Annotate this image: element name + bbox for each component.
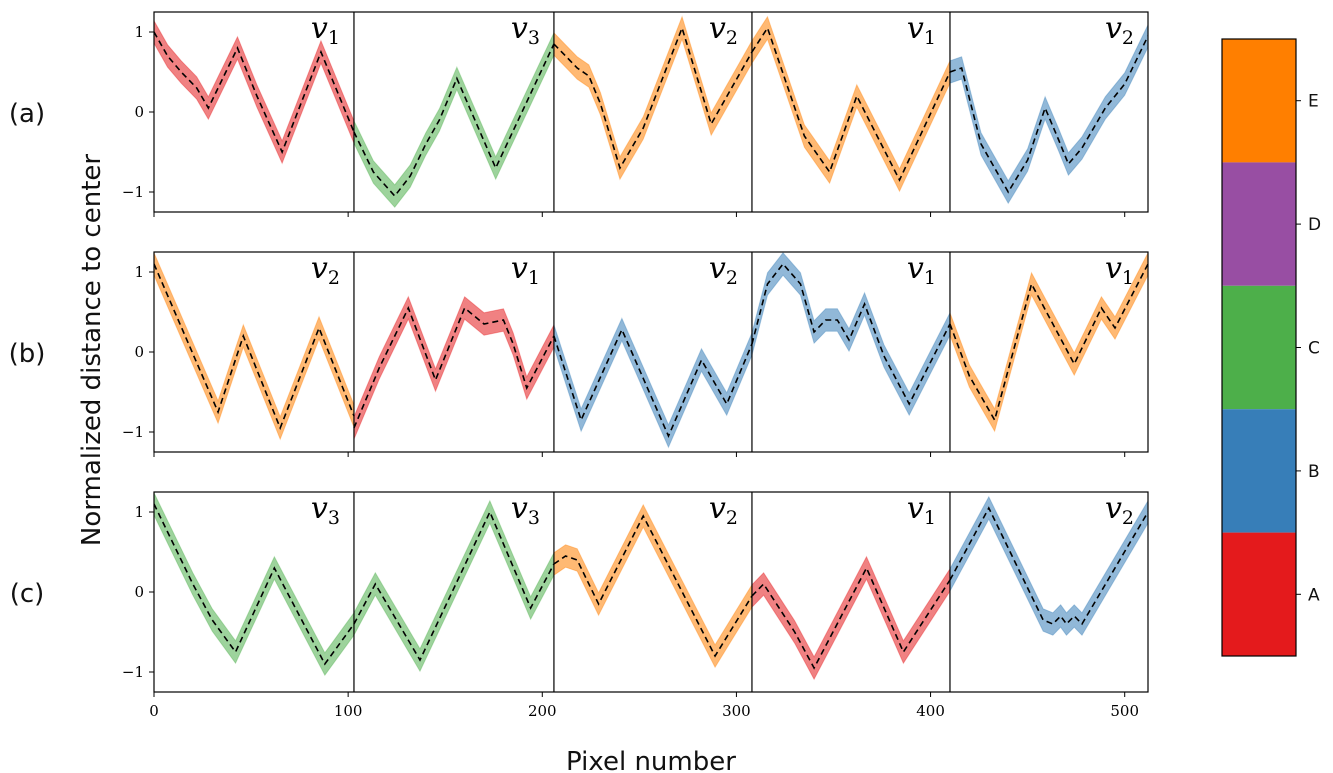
segment-label-2-1: v2 — [311, 251, 340, 289]
y-tick-label: −1 — [122, 423, 144, 441]
colorbar-swatch-A — [1222, 532, 1296, 656]
error-band-2-2 — [353, 295, 555, 440]
mean-line-3-3 — [553, 514, 753, 658]
error-band-1-2 — [353, 32, 555, 208]
error-band-3-2 — [353, 499, 555, 673]
x-tick-label: 300 — [722, 702, 751, 720]
panels: −1 0 1 (a) v1 v3 v2 v1 v2 −1 0 1 (b) v2 v1 v2 v1 v1 −1 0 1 0 1… — [9, 11, 1149, 720]
mean-line-2-3 — [553, 327, 753, 439]
mean-line-2-5 — [949, 263, 1148, 423]
y-tick-label: 0 — [134, 583, 144, 601]
error-band-3-3 — [553, 503, 753, 669]
segment-label-2-4: v1 — [907, 251, 936, 289]
mean-line-1-2 — [353, 43, 555, 198]
panel-label: (c) — [10, 579, 45, 609]
segment-label-1-4: v1 — [907, 11, 936, 49]
x-tick-label: 400 — [916, 702, 945, 720]
error-band-1-5 — [949, 24, 1148, 205]
segment-label-3-3: v2 — [709, 491, 738, 529]
mean-line-3-4 — [751, 566, 951, 670]
error-band-3-4 — [751, 555, 951, 681]
x-tick-label: 500 — [1110, 702, 1139, 720]
segment-label-1-1: v1 — [311, 11, 340, 49]
y-tick-label: −1 — [122, 663, 144, 681]
mean-line-2-1 — [154, 263, 355, 431]
colorbar-label-D: D — [1308, 215, 1321, 235]
segment-label-3-1: v3 — [311, 491, 340, 529]
y-tick-label: −1 — [122, 183, 144, 201]
y-tick-label: 1 — [134, 23, 144, 41]
x-axis-label: Pixel number — [566, 747, 736, 773]
panel-3: −1 0 1 0 100 200 300 400 500 (c) v3 v3 v2 v1 v2 — [10, 491, 1149, 720]
colorbar-swatch-E — [1222, 39, 1296, 163]
error-band-2-5 — [949, 252, 1148, 433]
colorbar-swatch-D — [1222, 162, 1296, 286]
segment-label-1-3: v2 — [709, 11, 738, 49]
y-tick-label: 1 — [134, 503, 144, 521]
colorbar-label-A: A — [1308, 585, 1320, 605]
panel-2: −1 0 1 (b) v2 v1 v2 v1 v1 — [9, 251, 1149, 457]
mean-line-2-4 — [751, 262, 951, 406]
panel-label: (b) — [9, 339, 46, 369]
error-band-2-3 — [553, 317, 753, 449]
mean-line-2-2 — [353, 305, 555, 429]
axes-frame-2 — [153, 251, 1149, 453]
colorbar: E D C B A — [1221, 38, 1321, 657]
segment-label-1-2: v3 — [511, 11, 540, 49]
mean-line-3-5 — [949, 506, 1148, 626]
x-tick-label: 200 — [528, 702, 557, 720]
colorbar-frame — [1221, 38, 1297, 657]
mean-line-3-1 — [154, 503, 355, 666]
axis-labels: Normalized distance to center Pixel numb… — [77, 154, 736, 773]
segment-label-3-5: v2 — [1105, 491, 1134, 529]
segment-label-2-3: v2 — [709, 251, 738, 289]
colorbar-label-B: B — [1308, 462, 1320, 482]
colorbar-label-C: C — [1308, 339, 1320, 359]
mean-line-1-4 — [751, 26, 951, 182]
mean-line-1-5 — [949, 35, 1148, 194]
segment-label-3-2: v3 — [511, 491, 540, 529]
segment-label-2-5: v1 — [1105, 251, 1134, 289]
y-tick-label: 0 — [134, 343, 144, 361]
y-axis-label: Normalized distance to center — [77, 154, 107, 546]
panel-label: (a) — [9, 99, 45, 129]
mean-line-1-3 — [553, 25, 753, 170]
y-tick-label: 1 — [134, 263, 144, 281]
colorbar-swatch-C — [1222, 285, 1296, 410]
y-tick-label: 0 — [134, 103, 144, 121]
colorbar-swatch-B — [1222, 409, 1296, 533]
x-tick-label: 100 — [334, 702, 363, 720]
segment-label-1-5: v2 — [1105, 11, 1134, 49]
x-tick-label: 0 — [149, 702, 159, 720]
segment-label-3-4: v1 — [907, 491, 936, 529]
colorbar-label-E: E — [1308, 92, 1319, 112]
panel-1: −1 0 1 (a) v1 v3 v2 v1 v2 — [9, 11, 1149, 217]
mean-line-3-2 — [353, 510, 555, 662]
error-band-3-5 — [949, 495, 1148, 637]
segment-label-2-2: v1 — [511, 251, 540, 289]
